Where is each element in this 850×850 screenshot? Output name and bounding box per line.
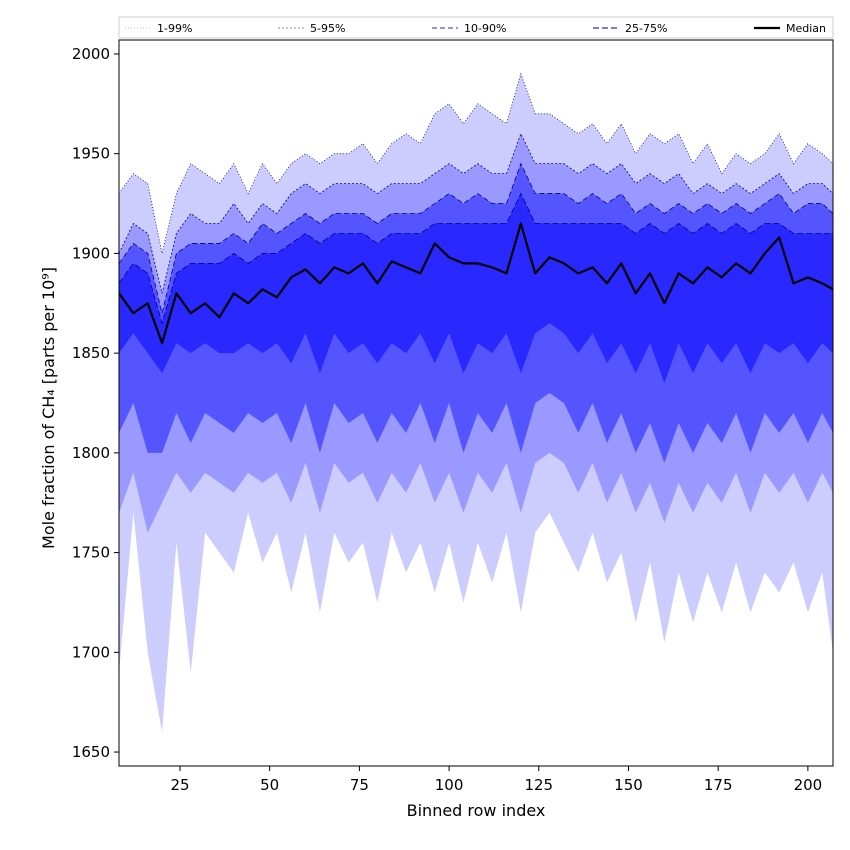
band-upper-line-5-95% <box>119 132 833 294</box>
legend: 1-99% 5-95% 10-90% 25-75% Median <box>118 16 834 39</box>
y-tick-label: 1950 <box>72 145 110 163</box>
x-axis: 25 50 75 100 125 150 175 200 <box>170 766 822 794</box>
band-upper-line-10-90% <box>119 162 833 314</box>
x-tick-label: 50 <box>260 776 279 794</box>
percentile-lines <box>119 72 833 325</box>
median-line <box>119 222 833 345</box>
x-tick-label: 100 <box>435 776 464 794</box>
y-tick-label: 1800 <box>72 444 110 462</box>
band-25-75% <box>119 193 833 384</box>
x-tick-label: 175 <box>704 776 733 794</box>
x-tick-label: 150 <box>614 776 643 794</box>
y-axis-label: Mole fraction of CH₄ [parts per 10⁹] <box>39 267 58 549</box>
band-upper-line-25-75% <box>119 192 833 325</box>
y-tick-label: 1650 <box>72 743 110 761</box>
x-tick-label: 75 <box>350 776 369 794</box>
y-axis: 1650 1700 1750 1800 1850 1900 1950 2000 <box>72 45 119 761</box>
x-tick-label: 25 <box>170 776 189 794</box>
median-layer <box>119 222 833 345</box>
y-tick-label: 1750 <box>72 544 110 562</box>
legend-label: 25-75% <box>625 22 667 35</box>
legend-label: 10-90% <box>464 22 506 35</box>
x-axis-label: Binned row index <box>407 801 546 820</box>
x-tick-label: 125 <box>524 776 553 794</box>
y-tick-label: 1850 <box>72 344 110 362</box>
y-tick-label: 1900 <box>72 244 110 262</box>
percentile-bands <box>119 73 833 733</box>
y-tick-label: 1700 <box>72 643 110 661</box>
y-tick-label: 2000 <box>72 45 110 63</box>
plot-frame <box>118 39 834 767</box>
legend-label: Median <box>786 22 826 35</box>
legend-box <box>118 16 834 39</box>
band-upper-line-1-99% <box>119 72 833 254</box>
legend-label: 5-95% <box>310 22 345 35</box>
legend-label: 1-99% <box>157 22 192 35</box>
x-tick-label: 200 <box>794 776 823 794</box>
